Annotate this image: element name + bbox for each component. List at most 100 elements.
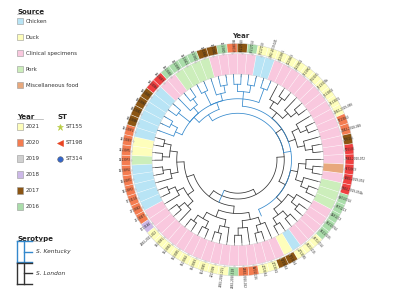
Text: B113302b: B113302b [317, 78, 330, 90]
Wedge shape [141, 220, 154, 232]
Wedge shape [288, 74, 307, 95]
Wedge shape [336, 114, 348, 126]
Wedge shape [258, 263, 269, 274]
Wedge shape [162, 219, 182, 240]
Bar [17, 203, 23, 210]
Text: B2013126: B2013126 [251, 266, 257, 280]
Wedge shape [228, 267, 238, 276]
Wedge shape [282, 229, 300, 250]
Bar [17, 124, 23, 130]
Wedge shape [155, 87, 175, 106]
Wedge shape [268, 60, 283, 82]
Wedge shape [154, 73, 166, 86]
Text: S3117050: S3117050 [259, 41, 266, 55]
Wedge shape [122, 135, 133, 146]
Text: Year: Year [232, 33, 249, 39]
Wedge shape [169, 60, 182, 73]
Text: S213045: S213045 [200, 262, 207, 274]
Text: 1413001: 1413001 [179, 54, 188, 66]
Wedge shape [333, 202, 345, 214]
Text: Serotype: Serotype [17, 235, 53, 242]
Wedge shape [315, 79, 328, 92]
Wedge shape [200, 58, 214, 80]
Text: 1613094: 1613094 [180, 254, 189, 266]
Wedge shape [238, 267, 248, 276]
Text: S481213: S481213 [329, 213, 342, 222]
Text: S3006019: S3006019 [230, 39, 234, 52]
Text: Z892-2019-074b: Z892-2019-074b [341, 186, 364, 196]
Wedge shape [229, 245, 238, 266]
Text: Source: Source [17, 9, 44, 15]
Wedge shape [300, 213, 321, 232]
Text: Z713064: Z713064 [288, 253, 297, 266]
Wedge shape [183, 65, 200, 86]
Text: 1413091: 1413091 [122, 127, 134, 134]
Wedge shape [141, 88, 153, 101]
Wedge shape [217, 44, 227, 54]
Bar [17, 66, 23, 72]
Wedge shape [134, 128, 156, 141]
Text: S172003: S172003 [345, 167, 357, 172]
Text: S013001: S013001 [310, 72, 321, 83]
Wedge shape [124, 125, 135, 136]
Wedge shape [302, 241, 314, 253]
Text: 2018: 2018 [26, 172, 40, 177]
Text: Z892-2021-012: Z892-2021-012 [140, 229, 158, 246]
Wedge shape [305, 207, 326, 225]
Wedge shape [145, 201, 166, 218]
Wedge shape [308, 72, 321, 85]
Wedge shape [247, 44, 258, 54]
Wedge shape [238, 245, 248, 266]
Text: S1213015: S1213015 [318, 228, 331, 241]
Text: 1413098: 1413098 [161, 65, 172, 77]
Wedge shape [178, 56, 190, 68]
Bar [17, 171, 23, 178]
Text: 1413004: 1413004 [209, 43, 215, 56]
Wedge shape [192, 237, 208, 259]
Text: 1413093: 1413093 [120, 137, 132, 143]
Wedge shape [161, 81, 181, 101]
Wedge shape [343, 174, 353, 185]
Text: Pork: Pork [26, 66, 38, 72]
Text: 1413097: 1413097 [153, 72, 164, 84]
Text: S371213: S371213 [334, 204, 347, 213]
Wedge shape [154, 235, 167, 247]
Text: T15136: T15136 [344, 147, 355, 152]
Wedge shape [293, 60, 305, 72]
Wedge shape [227, 44, 237, 53]
Wedge shape [134, 179, 156, 193]
Wedge shape [322, 87, 334, 100]
Text: R113002: R113002 [323, 87, 335, 98]
Wedge shape [309, 234, 322, 247]
Text: 1413005: 1413005 [219, 41, 225, 54]
Wedge shape [184, 234, 201, 255]
Text: 14130F1: 14130F1 [120, 178, 132, 184]
Wedge shape [144, 102, 166, 119]
Text: S3117054: S3117054 [250, 39, 256, 53]
Wedge shape [147, 80, 160, 93]
Text: Z713063: Z713063 [279, 258, 287, 271]
Wedge shape [267, 260, 279, 271]
Wedge shape [122, 145, 131, 155]
Wedge shape [206, 45, 218, 56]
Text: Miscellaneous food: Miscellaneous food [26, 83, 78, 88]
Wedge shape [257, 45, 268, 56]
Text: Z21330S: Z21330S [210, 264, 216, 277]
Text: 2713042: 2713042 [129, 205, 142, 214]
Wedge shape [337, 193, 348, 205]
Wedge shape [238, 44, 247, 53]
Wedge shape [149, 94, 170, 113]
Text: 1613092: 1613092 [162, 243, 173, 255]
Wedge shape [300, 86, 320, 106]
Wedge shape [161, 66, 174, 79]
Text: S5213015: S5213015 [304, 242, 315, 255]
Wedge shape [253, 56, 265, 77]
Wedge shape [323, 163, 344, 173]
Wedge shape [289, 224, 308, 245]
Text: 1713134: 1713134 [125, 196, 138, 204]
Text: S3117060: S3117060 [240, 38, 244, 52]
Wedge shape [133, 172, 154, 184]
Text: Z342-2019-046: Z342-2019-046 [334, 102, 354, 114]
Wedge shape [319, 127, 341, 140]
Wedge shape [276, 233, 292, 255]
